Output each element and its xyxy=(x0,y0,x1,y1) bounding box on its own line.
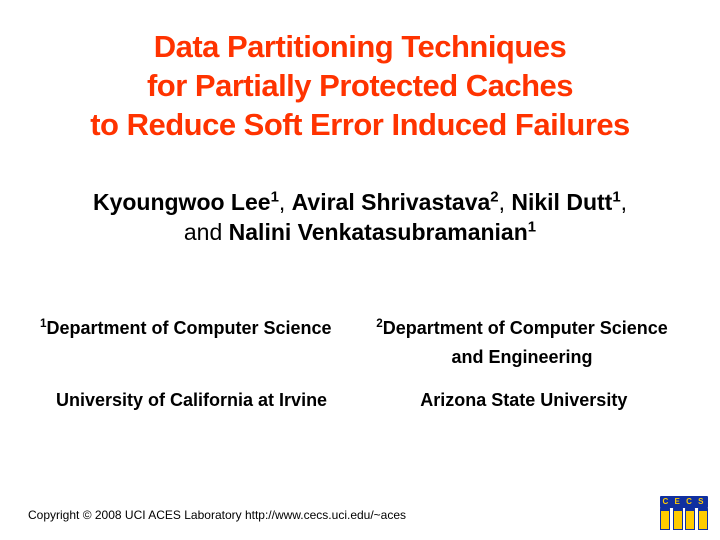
and-word: and xyxy=(184,219,229,245)
affil-1-univ: University of California at Irvine xyxy=(36,390,364,411)
university-row: University of California at Irvine Arizo… xyxy=(36,390,684,411)
author-4: Nalini Venkatasubramanian xyxy=(229,219,528,245)
author-1-sup: 1 xyxy=(271,189,279,206)
copyright-text: Copyright © 2008 UCI ACES Laboratory htt… xyxy=(28,508,406,522)
sep: , xyxy=(279,189,292,215)
author-3: Nikil Dutt xyxy=(511,189,612,215)
logo-pillar xyxy=(698,510,708,530)
affil-2-univ: Arizona State University xyxy=(364,390,684,411)
author-1: Kyoungwoo Lee xyxy=(93,189,271,215)
logo-pillar xyxy=(673,510,683,530)
logo-pillar xyxy=(685,510,695,530)
affil-2-dept-line1: 2Department of Computer Science xyxy=(360,314,684,343)
slide-title: Data Partitioning Techniques for Partial… xyxy=(36,28,684,144)
affiliation-2: 2Department of Computer Science and Engi… xyxy=(360,314,684,372)
title-line-1: Data Partitioning Techniques xyxy=(154,29,567,64)
authors-block: Kyoungwoo Lee1, Aviral Shrivastava2, Nik… xyxy=(36,188,684,248)
author-4-sup: 1 xyxy=(528,218,536,235)
logo-pillar xyxy=(660,510,670,530)
author-2-sup: 2 xyxy=(490,189,498,206)
sep: , xyxy=(621,189,627,215)
affil-1-dept: 1Department of Computer Science xyxy=(40,314,351,343)
sep: , xyxy=(499,189,512,215)
author-2: Aviral Shrivastava xyxy=(292,189,491,215)
affil-2-dept-line2: and Engineering xyxy=(360,343,684,372)
slide: Data Partitioning Techniques for Partial… xyxy=(0,0,720,540)
cecs-logo: C E C S xyxy=(660,496,708,532)
affiliation-1: 1Department of Computer Science xyxy=(36,314,351,372)
title-line-3: to Reduce Soft Error Induced Failures xyxy=(90,107,630,142)
affiliations-row: 1Department of Computer Science 2Departm… xyxy=(36,314,684,372)
title-line-2: for Partially Protected Caches xyxy=(147,68,573,103)
author-3-sup: 1 xyxy=(612,189,620,206)
logo-pillars xyxy=(660,510,708,530)
